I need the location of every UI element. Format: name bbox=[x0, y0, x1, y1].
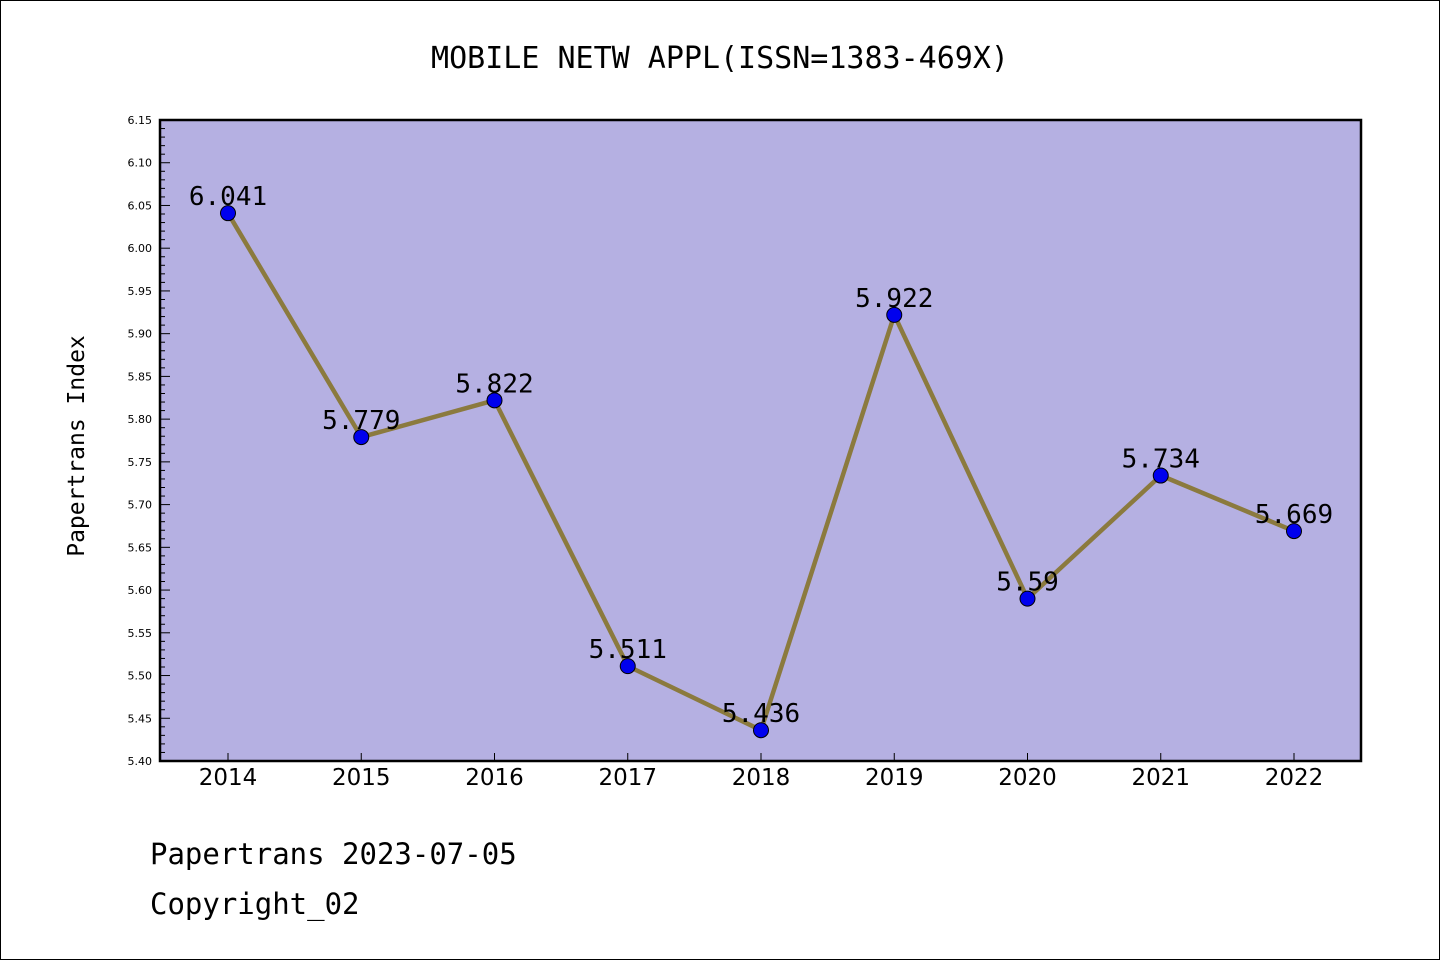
footer-date: Papertrans 2023-07-05 bbox=[150, 837, 517, 871]
x-tick-label: 2015 bbox=[332, 765, 391, 791]
y-tick-label: 6.00 bbox=[128, 242, 153, 255]
y-tick-label: 5.65 bbox=[128, 541, 153, 554]
data-point bbox=[220, 205, 236, 222]
plot-area bbox=[160, 120, 1361, 761]
x-tick-label: 2020 bbox=[998, 765, 1057, 791]
x-axis: 2014 2015 2016 2017 2018 2019 2020 2021 2022 bbox=[199, 753, 1324, 791]
y-tick-label: 5.70 bbox=[128, 499, 153, 512]
data-point bbox=[1286, 523, 1302, 540]
y-tick-label: 6.10 bbox=[128, 157, 153, 170]
y-tick-label: 5.85 bbox=[128, 370, 153, 383]
y-tick-label: 5.55 bbox=[128, 627, 153, 640]
data-point bbox=[753, 722, 769, 739]
y-tick-label: 5.75 bbox=[128, 456, 153, 469]
data-label: 5.779 bbox=[322, 406, 400, 436]
x-tick-label: 2014 bbox=[199, 765, 258, 791]
y-tick-label: 5.45 bbox=[128, 712, 153, 725]
y-tick-label: 5.95 bbox=[128, 285, 153, 298]
y-tick-label: 5.40 bbox=[128, 755, 153, 768]
x-tick-label: 2019 bbox=[865, 765, 924, 791]
y-tick-label: 5.60 bbox=[128, 584, 153, 597]
y-tick-label: 5.90 bbox=[128, 328, 153, 341]
data-label: 5.822 bbox=[455, 369, 533, 399]
y-tick-label: 5.80 bbox=[128, 413, 153, 426]
y-tick-label: 6.05 bbox=[128, 199, 153, 212]
data-point bbox=[486, 392, 503, 409]
data-label: 6.041 bbox=[189, 182, 267, 212]
x-tick-label: 2016 bbox=[465, 765, 524, 791]
data-point bbox=[886, 306, 903, 323]
data-label: 5.436 bbox=[722, 699, 800, 729]
x-tick-label: 2017 bbox=[598, 765, 657, 791]
data-label: 5.59 bbox=[996, 568, 1059, 598]
footer-copyright: Copyright_02 bbox=[150, 887, 360, 922]
data-label: 5.922 bbox=[855, 284, 933, 314]
data-label-group: 6.041 5.779 5.822 5.511 5.436 5.922 5.59 5.734 5… bbox=[189, 182, 1333, 729]
y-tick-label: 5.50 bbox=[128, 670, 153, 683]
series-line-group bbox=[220, 205, 1302, 739]
y-axis: 5.40 5.45 5.50 5.55 5.60 5.65 5.70 5.75 5.80 5.85… bbox=[128, 114, 170, 768]
x-tick-label: 2021 bbox=[1131, 765, 1190, 791]
data-point bbox=[619, 658, 636, 675]
chart-title: MOBILE NETW APPL(ISSN=1383-469X) bbox=[431, 41, 1009, 76]
y-tick-label: 6.15 bbox=[128, 114, 153, 127]
data-point bbox=[353, 429, 370, 446]
x-tick-label: 2022 bbox=[1265, 765, 1324, 791]
data-label: 5.511 bbox=[589, 635, 667, 665]
data-label: 5.734 bbox=[1122, 445, 1200, 475]
data-point bbox=[1152, 467, 1169, 484]
data-point bbox=[1019, 590, 1036, 607]
plot-border bbox=[158, 118, 1363, 763]
x-tick-label: 2018 bbox=[732, 765, 791, 791]
data-label: 5.669 bbox=[1255, 500, 1333, 530]
y-axis-label: Papertrans Index bbox=[64, 335, 90, 557]
